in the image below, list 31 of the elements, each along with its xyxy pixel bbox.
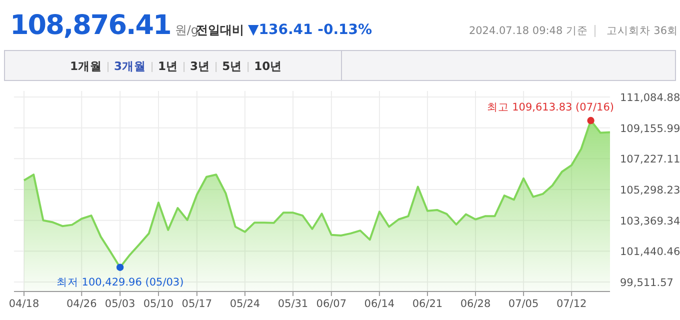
annotation: 최저 100,429.96 (05/03) <box>56 276 184 288</box>
y-tick-label: 105,298.23 <box>620 184 680 197</box>
text: 2024.07.18 09:48 기준 <box>468 25 588 37</box>
y-tick-label: 99,511.57 <box>620 277 674 290</box>
text: 3년 <box>190 59 210 73</box>
y-tick-label: 109,155.99 <box>620 122 680 135</box>
text: 1년 <box>158 59 178 73</box>
x-tick-label: 05/31 <box>278 298 308 310</box>
y-tick-label: 101,440.46 <box>620 246 680 258</box>
text: 고시회차 36회 <box>606 25 678 37</box>
x-tick-label: 05/03 <box>104 298 136 310</box>
x-tick-label: 06/21 <box>412 298 443 310</box>
x-tick-label: 06/14 <box>364 298 395 310</box>
x-tick-label: 05/17 <box>182 298 212 310</box>
x-tick-label: 07/05 <box>508 298 539 310</box>
y-tick-label: 111,084.88 <box>620 92 680 104</box>
text: 10년 <box>254 59 282 73</box>
annotation: 최고 109,613.83 (07/16) <box>486 102 614 114</box>
x-tick-label: 06/07 <box>316 298 347 310</box>
x-tick-label: 04/18 <box>8 298 40 310</box>
text: 3개월 <box>114 59 146 73</box>
x-tick-label: 05/10 <box>143 298 174 310</box>
y-tick-label: 103,369.34 <box>620 215 680 228</box>
chart-subtitle: 전일대비 ▼136.41 -0.13% <box>196 22 372 38</box>
x-tick-label: 06/28 <box>460 298 491 310</box>
text: 5년 <box>222 59 242 73</box>
x-tick-label: 05/24 <box>230 298 260 310</box>
y-tick-label: 107,227.11 <box>620 154 680 166</box>
x-tick-label: 04/26 <box>66 298 98 310</box>
text: 1개월 <box>70 59 102 73</box>
x-tick-label: 07/12 <box>556 298 587 310</box>
